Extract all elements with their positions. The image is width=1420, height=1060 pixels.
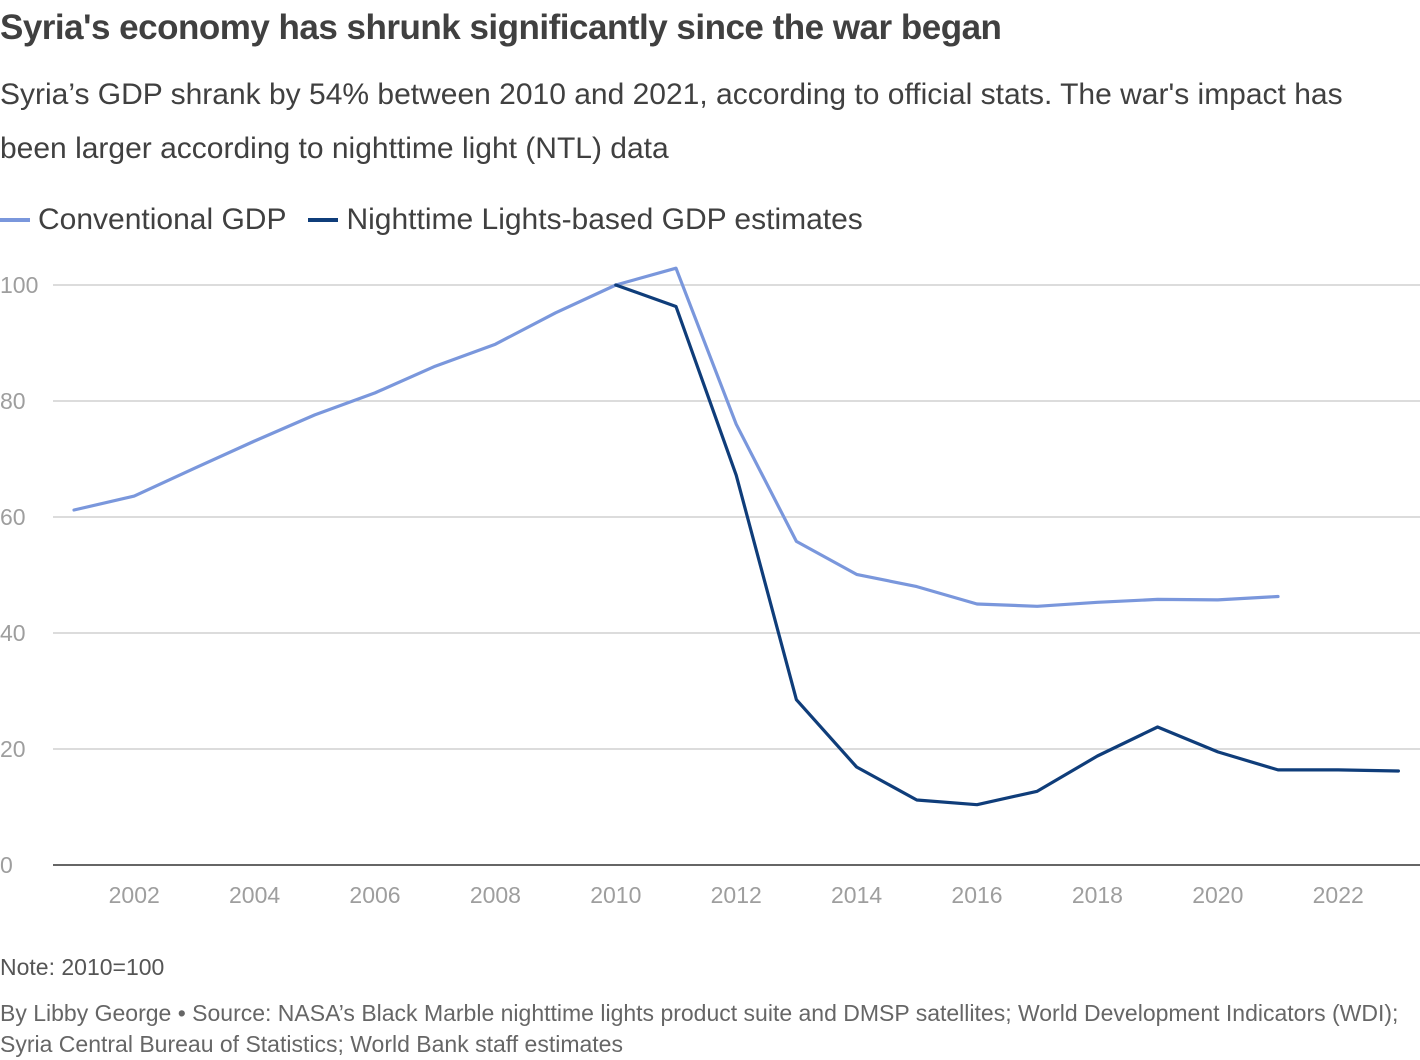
- y-tick-label-20: 20: [0, 736, 26, 762]
- y-tick-label-60: 60: [0, 504, 26, 530]
- x-tick-label-2022: 2022: [1313, 882, 1364, 908]
- series-layer: [72, 266, 1401, 807]
- legend-item-ntl-gdp: Nighttime Lights-based GDP estimates: [308, 203, 863, 237]
- legend-swatch-conventional-gdp: [0, 218, 30, 222]
- series-line-ntl-gdp: [614, 283, 1401, 807]
- x-tick-label-2018: 2018: [1072, 882, 1123, 908]
- x-tick-label-2012: 2012: [711, 882, 762, 908]
- y-tick-label-0: 0: [0, 852, 13, 878]
- x-tick-label-2010: 2010: [590, 882, 641, 908]
- x-tick-label-2008: 2008: [470, 882, 521, 908]
- chart-legend: Conventional GDP Nighttime Lights-based …: [0, 198, 885, 242]
- y-axis-ticks: 0 20 40 60 80 100: [0, 272, 38, 878]
- series-line-conventional-gdp: [72, 266, 1280, 608]
- x-axis-ticks: 2002 2004 2006 2008 2010 2012 2014 2016 2018 2020…: [109, 882, 1364, 908]
- chart-subtitle: Syria’s GDP shrank by 54% between 2010 a…: [0, 78, 1343, 165]
- legend-label-ntl-gdp: Nighttime Lights-based GDP estimates: [346, 203, 863, 236]
- chart-note: Note: 2010=100: [0, 954, 165, 980]
- chart-source: By Libby George • Source: NASA’s Black M…: [0, 1000, 1399, 1057]
- y-tick-label-40: 40: [0, 620, 26, 646]
- x-tick-label-2014: 2014: [831, 882, 882, 908]
- x-tick-label-2016: 2016: [951, 882, 1002, 908]
- y-tick-label-80: 80: [0, 388, 26, 414]
- x-tick-label-2006: 2006: [349, 882, 400, 908]
- legend-item-conventional-gdp: Conventional GDP: [0, 203, 286, 237]
- x-tick-label-2020: 2020: [1192, 882, 1243, 908]
- y-tick-label-100: 100: [0, 272, 38, 298]
- legend-label-conventional-gdp: Conventional GDP: [38, 203, 287, 236]
- legend-swatch-ntl-gdp: [308, 218, 339, 222]
- chart-title: Syria's economy has shrunk significantly…: [0, 8, 1002, 47]
- x-tick-label-2004: 2004: [229, 882, 280, 908]
- grid-layer: [53, 284, 1420, 866]
- x-tick-label-2002: 2002: [109, 882, 160, 908]
- line-chart: 0 20 40 60 80 100 2002 2004 2006 2008 2010 2012 201…: [0, 266, 1420, 908]
